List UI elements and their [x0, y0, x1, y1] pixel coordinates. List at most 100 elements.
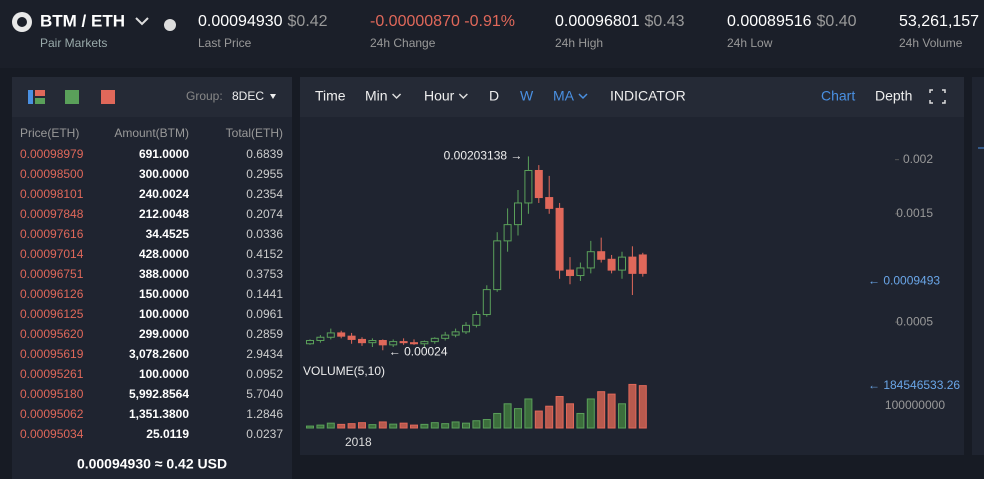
ask-total[interactable]: 0.2955	[246, 167, 283, 181]
ask-total[interactable]: 0.0961	[246, 307, 283, 321]
ask-price[interactable]: 0.00095620	[20, 327, 84, 341]
candle-body	[534, 169, 543, 199]
ask-amount[interactable]: 100.0000	[139, 367, 189, 381]
candle-body	[555, 207, 564, 271]
stat-label: 24h Change	[370, 36, 436, 50]
ask-price[interactable]: 0.00095034	[20, 427, 84, 441]
info-icon[interactable]	[164, 19, 176, 31]
ask-price[interactable]: 0.00097014	[20, 247, 84, 261]
ask-price[interactable]: 0.00095261	[20, 367, 84, 381]
ask-amount[interactable]: 388.0000	[139, 267, 189, 281]
volume-bar	[534, 410, 543, 429]
view-icon[interactable]	[65, 90, 79, 104]
ask-total[interactable]: 0.0237	[246, 427, 283, 441]
candle-body	[410, 342, 418, 345]
toolbar-item[interactable]: D	[489, 88, 499, 104]
candle-body	[524, 169, 533, 204]
volume-bar	[618, 403, 626, 429]
volume-bar	[586, 398, 595, 429]
ask-total[interactable]: 0.6839	[246, 147, 283, 161]
volume-bar	[462, 422, 470, 429]
stat-usd: $0.42	[288, 13, 328, 30]
toolbar-item[interactable]: INDICATOR	[610, 88, 686, 104]
toolbar-item[interactable]: Min	[365, 88, 388, 104]
ask-total[interactable]: 5.7040	[246, 387, 283, 401]
ask-price[interactable]: 0.00098979	[20, 147, 84, 161]
ask-amount[interactable]: 691.0000	[139, 147, 189, 161]
view-icon	[35, 90, 45, 96]
orderbook-head	[12, 77, 292, 117]
ask-price[interactable]: 0.00096126	[20, 287, 84, 301]
ask-amount[interactable]: 1,351.3800	[129, 407, 189, 421]
ask-price[interactable]: 0.00097848	[20, 207, 84, 221]
ask-price[interactable]: 0.00096751	[20, 267, 84, 281]
ask-price[interactable]: 0.00095062	[20, 407, 84, 421]
candle-body	[399, 341, 408, 344]
candle-body	[430, 337, 439, 343]
volume-bar	[420, 423, 429, 429]
ask-price[interactable]: 0.00098500	[20, 167, 84, 181]
view-tab[interactable]: Chart	[821, 88, 855, 104]
ask-total[interactable]: 0.4152	[246, 247, 283, 261]
group-select[interactable]: 8DEC	[232, 89, 264, 103]
dropdown-caret[interactable]	[578, 93, 588, 100]
volume-tick-label: 100000000	[885, 398, 945, 412]
volume-bar	[337, 423, 346, 429]
toolbar-item[interactable]: W	[520, 88, 534, 104]
toolbar-item[interactable]: MA	[553, 88, 575, 104]
view-icon[interactable]	[101, 90, 115, 104]
volume-bar	[306, 425, 314, 429]
ask-total[interactable]: 1.2846	[246, 407, 283, 421]
pair[interactable]: BTM / ETH	[40, 11, 125, 30]
ask-total[interactable]: 0.2354	[246, 187, 283, 201]
fullscreen-icon[interactable]	[929, 89, 946, 104]
ask-amount[interactable]: 34.4525	[146, 227, 190, 241]
ask-total[interactable]: 0.0336	[246, 227, 283, 241]
dropdown-caret[interactable]	[392, 93, 402, 100]
ask-total[interactable]: 0.3753	[246, 267, 283, 281]
stat-usd: $0.43	[645, 13, 685, 30]
column-header: Price(ETH)	[20, 126, 79, 140]
ask-amount[interactable]: 212.0048	[139, 207, 189, 221]
volume-bar	[358, 422, 366, 429]
volume-bar	[555, 396, 564, 429]
ask-price[interactable]: 0.00095180	[20, 387, 84, 401]
ask-amount[interactable]: 25.0119	[146, 427, 189, 441]
ask-price[interactable]: 0.00096125	[20, 307, 84, 321]
volume-bar	[514, 408, 522, 429]
last-price-label: ← 0.0009493	[868, 274, 940, 288]
ask-amount[interactable]: 300.0000	[139, 167, 189, 181]
candle-body	[545, 197, 554, 209]
ask-amount[interactable]: 240.0024	[139, 187, 189, 201]
volume-bar	[399, 422, 408, 429]
stat-label: Last Price	[198, 36, 252, 50]
ask-total[interactable]: 0.0952	[246, 367, 283, 381]
ask-price[interactable]: 0.00098101	[20, 187, 84, 201]
ask-amount[interactable]: 150.0000	[139, 287, 189, 301]
candle-body	[586, 251, 595, 269]
volume-title: VOLUME(5,10)	[303, 364, 385, 378]
group-caret[interactable]	[270, 94, 276, 99]
ask-amount[interactable]: 5,992.8564	[129, 387, 189, 401]
ask-amount[interactable]: 100.0000	[139, 307, 189, 321]
candle-body	[503, 224, 512, 242]
ask-total[interactable]: 0.2859	[246, 327, 283, 341]
ask-price[interactable]: 0.00097616	[20, 227, 84, 241]
view-icon[interactable]	[28, 90, 33, 104]
ask-amount[interactable]: 428.0000	[139, 247, 189, 261]
ask-amount[interactable]: 299.0000	[139, 327, 189, 341]
candle-body	[628, 256, 637, 274]
candle-body	[597, 251, 606, 260]
pair-caret[interactable]	[135, 17, 149, 26]
toolbar-item[interactable]: Hour	[424, 88, 455, 104]
toolbar-item[interactable]: Time	[315, 88, 346, 104]
volume-bar	[628, 383, 637, 429]
ask-total[interactable]: 0.1441	[246, 287, 283, 301]
ask-amount[interactable]: 3,078.2600	[129, 347, 189, 361]
view-tab[interactable]: Depth	[875, 88, 912, 104]
volume-bar	[441, 423, 450, 429]
ask-price[interactable]: 0.00095619	[20, 347, 84, 361]
ask-total[interactable]: 0.2074	[246, 207, 283, 221]
ask-total[interactable]: 2.9434	[246, 347, 283, 361]
dropdown-caret[interactable]	[458, 93, 468, 100]
